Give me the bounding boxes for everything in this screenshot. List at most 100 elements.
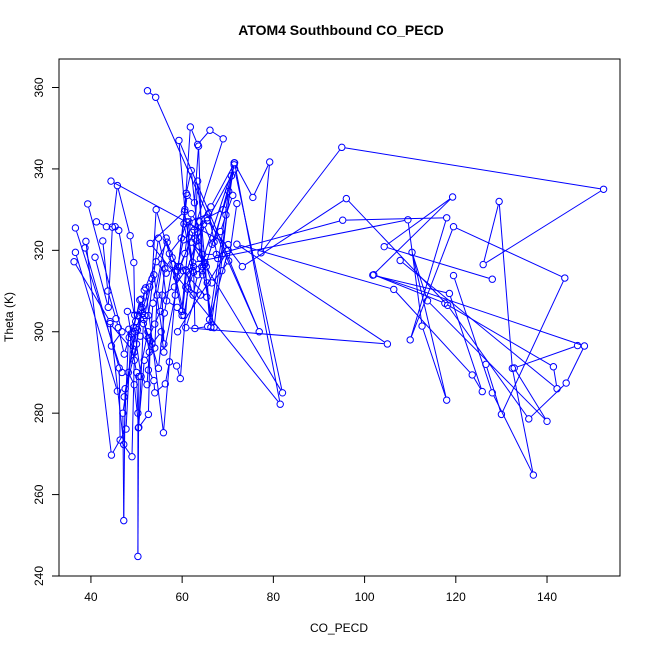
- data-point: [189, 262, 198, 271]
- series-segment: [146, 350, 153, 358]
- data-point: [151, 389, 159, 397]
- data-point: [120, 350, 128, 358]
- series-segment: [99, 222, 104, 226]
- data-point: [227, 172, 236, 180]
- data-point: [160, 348, 168, 356]
- series-segment: [118, 233, 136, 319]
- data-point: [120, 516, 128, 525]
- data-point: [207, 323, 215, 331]
- series-segment: [151, 213, 157, 276]
- data-point: [130, 356, 138, 364]
- data-point: [151, 93, 160, 101]
- data-point: [112, 315, 120, 323]
- series-segment: [178, 310, 181, 313]
- x-tick-label: 140: [537, 590, 557, 604]
- x-tick-label: 120: [446, 590, 466, 604]
- data-point: [173, 303, 181, 312]
- data-point: [266, 158, 274, 166]
- data-point: [146, 239, 154, 248]
- series-segment: [498, 204, 513, 365]
- data-point: [181, 249, 189, 258]
- data-point: [180, 220, 188, 228]
- data-point: [126, 231, 134, 240]
- series-9: [92, 191, 237, 432]
- series-segment: [189, 197, 193, 201]
- data-point: [176, 374, 185, 383]
- series-10: [99, 199, 241, 358]
- y-axis-label: Theta (K): [2, 292, 16, 342]
- data-point: [193, 271, 202, 279]
- data-point: [157, 328, 165, 336]
- data-point: [599, 185, 608, 193]
- data-point: [510, 364, 518, 372]
- series-segment: [502, 280, 564, 412]
- data-point: [222, 211, 230, 219]
- data-point: [202, 262, 211, 271]
- data-point: [190, 199, 199, 207]
- x-tick-label: 100: [355, 590, 375, 604]
- series-segment: [130, 330, 133, 335]
- series-segment: [117, 188, 130, 233]
- data-point: [224, 246, 232, 255]
- series-segment: [206, 269, 212, 280]
- series-segment: [85, 244, 112, 452]
- series-segment: [345, 147, 601, 190]
- data-point: [92, 218, 101, 226]
- series-segment: [198, 326, 205, 329]
- data-point: [150, 376, 158, 385]
- series-segment: [160, 272, 165, 308]
- series-segment: [226, 198, 233, 212]
- series-segment: [121, 442, 131, 455]
- series-segment: [177, 243, 184, 264]
- series-segment: [212, 165, 234, 204]
- data-point: [175, 136, 183, 145]
- series-segment: [152, 213, 183, 242]
- data-point: [404, 216, 412, 224]
- series-segment: [412, 255, 447, 397]
- series-segment: [204, 227, 212, 242]
- data-point: [194, 142, 203, 150]
- data-point: [113, 181, 122, 190]
- series-6: [82, 177, 496, 459]
- y-tick-label: 360: [32, 77, 46, 97]
- series-segment: [129, 375, 134, 382]
- data-point: [162, 297, 171, 305]
- data-point: [182, 323, 190, 332]
- series-segment: [196, 241, 198, 244]
- series-segment: [156, 212, 169, 251]
- series-segment: [410, 229, 453, 337]
- data-point: [549, 363, 558, 371]
- series-segment: [167, 245, 177, 268]
- data-point: [198, 266, 207, 275]
- series-segment: [179, 253, 227, 330]
- series-segment: [169, 302, 175, 306]
- series-segment: [113, 334, 121, 344]
- series-segment: [454, 278, 492, 390]
- series-segment: [486, 367, 501, 412]
- data-point: [144, 366, 153, 374]
- data-point: [99, 237, 107, 245]
- data-point: [144, 410, 153, 419]
- series-segment: [142, 316, 148, 335]
- data-point: [208, 279, 216, 287]
- series-segment: [116, 321, 118, 325]
- data-point: [91, 253, 99, 261]
- data-point: [196, 291, 205, 299]
- series-segment: [234, 166, 281, 401]
- data-point: [233, 199, 241, 208]
- data-point: [230, 159, 239, 167]
- data-point: [580, 342, 589, 350]
- data-point: [218, 266, 226, 275]
- data-point: [219, 135, 227, 143]
- data-point: [482, 360, 490, 369]
- data-point: [203, 214, 211, 222]
- series-segment: [512, 371, 534, 472]
- series-segment: [449, 307, 528, 417]
- data-point: [140, 356, 148, 364]
- series-segment: [195, 219, 405, 263]
- data-point: [104, 303, 112, 312]
- series-segment: [180, 292, 188, 376]
- x-tick-label: 60: [175, 590, 189, 604]
- series-segment: [180, 256, 185, 264]
